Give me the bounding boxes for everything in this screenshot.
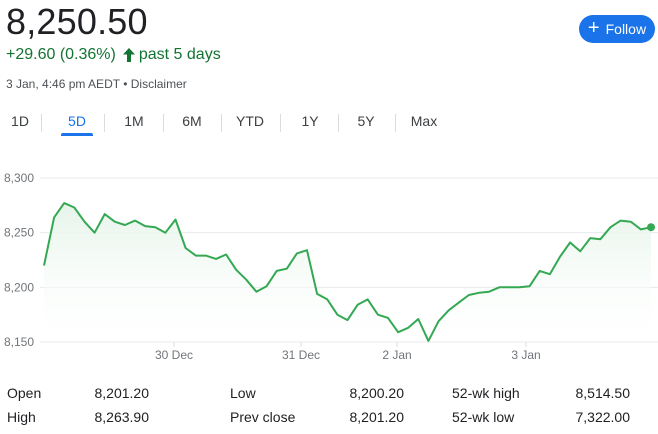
tab-1d[interactable]: 1D — [11, 113, 29, 129]
tab-divider — [41, 114, 42, 132]
x-tick-label: 2 Jan — [382, 348, 411, 362]
plus-icon: + — [587, 17, 600, 39]
stat-prev-close-value: 8,201.20 — [349, 409, 405, 425]
stat-low-label: Low — [230, 385, 256, 401]
stats-row: Open 8,201.20 Low 8,200.20 52-wk high 8,… — [0, 385, 658, 405]
y-tick-label: 8,250 — [4, 226, 34, 240]
chart-area-fill — [44, 203, 651, 342]
stats-row: High 8,263.90 Prev close 8,201.20 52-wk … — [0, 409, 658, 429]
stat-52wk-low-label: 52-wk low — [452, 409, 515, 425]
tab-divider — [163, 114, 164, 132]
stat-low-value: 8,200.20 — [349, 385, 405, 401]
disclaimer-link[interactable]: Disclaimer — [130, 77, 187, 91]
arrow-up-icon — [122, 48, 135, 62]
timestamp: 3 Jan, 4:46 pm AEDT — [6, 77, 120, 91]
tab-divider — [338, 114, 339, 132]
tab-divider — [221, 114, 222, 132]
tab-divider — [395, 114, 396, 132]
tab-6m[interactable]: 6M — [182, 113, 202, 129]
stat-prev-close-label: Prev close — [230, 409, 296, 425]
stat-52wk-high-label: 52-wk high — [452, 385, 520, 401]
x-tick-label: 3 Jan — [511, 348, 540, 362]
stat-open-label: Open — [7, 385, 42, 401]
tab-5y[interactable]: 5Y — [357, 113, 375, 129]
tab-max[interactable]: Max — [410, 113, 438, 129]
tab-divider — [104, 114, 105, 132]
price-change-row: +29.60 (0.36%) past 5 days — [6, 46, 221, 64]
current-price-dot — [647, 223, 655, 232]
timestamp-row: 3 Jan, 4:46 pm AEDT • Disclaimer — [6, 77, 187, 91]
tab-1m[interactable]: 1M — [124, 113, 144, 129]
tab-1y[interactable]: 1Y — [301, 113, 319, 129]
x-tick-label: 30 Dec — [155, 348, 193, 362]
stat-52wk-high-value: 8,514.50 — [575, 385, 631, 401]
stat-open-value: 8,201.20 — [94, 385, 150, 401]
stat-high-value: 8,263.90 — [94, 409, 150, 425]
separator-dot: • — [123, 77, 128, 91]
x-tick-label: 31 Dec — [282, 348, 320, 362]
tab-ytd[interactable]: YTD — [236, 113, 264, 129]
follow-label: Follow — [605, 21, 647, 37]
index-price: 8,250.50 — [6, 1, 148, 42]
follow-button[interactable]: + Follow — [579, 15, 655, 43]
tab-divider — [280, 114, 281, 132]
price-chart[interactable]: 8,300 8,250 8,200 8,150 30 Dec 31 Dec 2 Jan 3 J… — [0, 160, 658, 370]
range-tabs: 1D 5D 1M 6M YTD 1Y 5Y Max — [0, 108, 470, 138]
y-tick-label: 8,200 — [4, 280, 34, 294]
tab-5d[interactable]: 5D — [61, 108, 93, 136]
stat-52wk-low-value: 7,322.00 — [575, 409, 631, 425]
y-tick-label: 8,300 — [4, 171, 34, 185]
y-tick-label: 8,150 — [4, 335, 34, 349]
price-change: +29.60 (0.36%) — [6, 46, 116, 63]
stat-high-label: High — [7, 409, 36, 425]
series-line — [43, 202, 652, 342]
change-period: past 5 days — [138, 46, 221, 63]
